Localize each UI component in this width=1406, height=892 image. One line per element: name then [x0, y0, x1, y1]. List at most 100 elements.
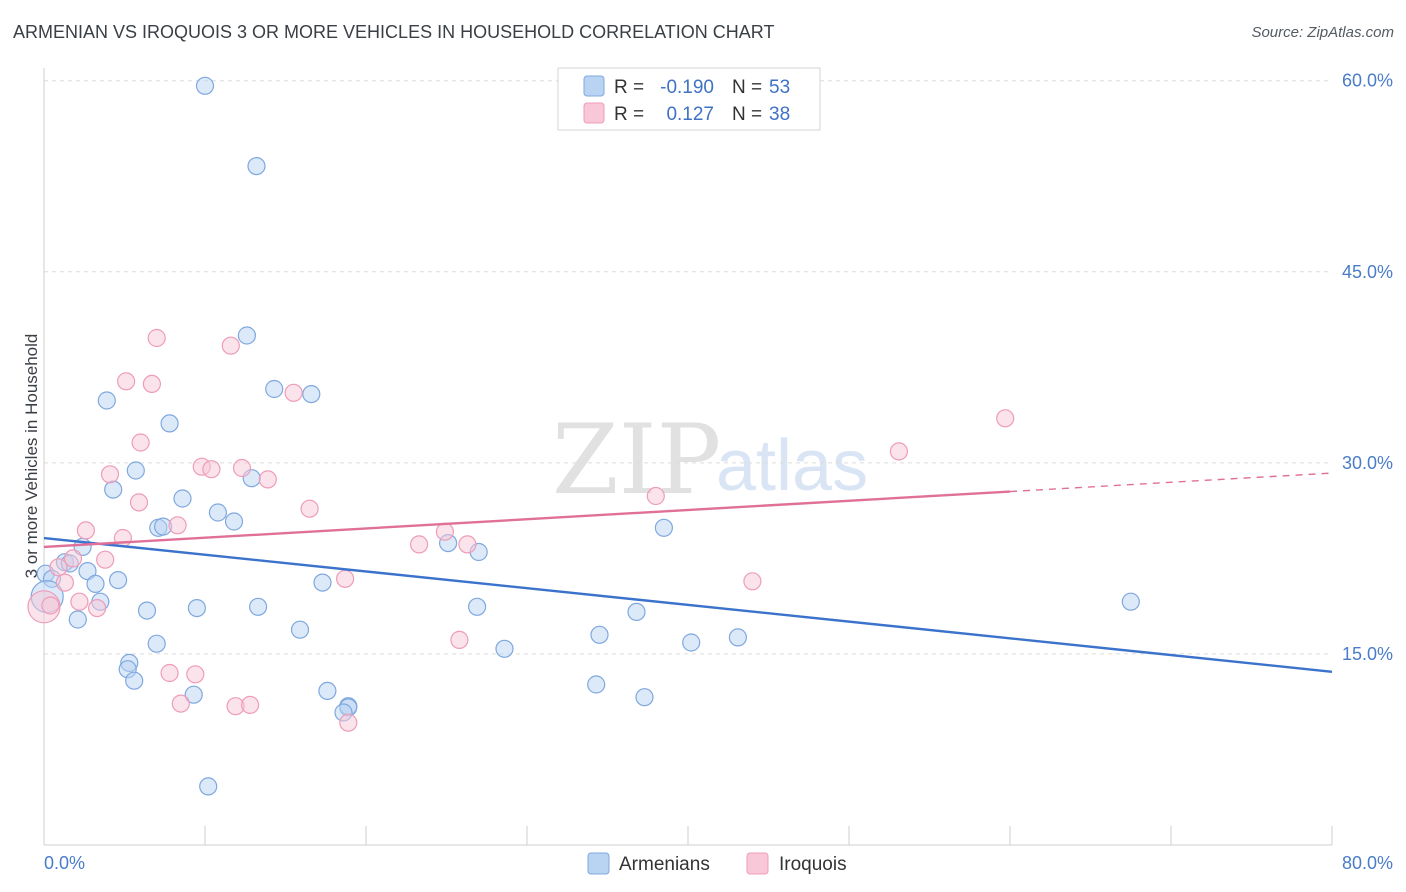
iroquois-point-33	[160, 663, 179, 683]
iroquois-point-23	[63, 549, 83, 568]
armenians-point-34	[1121, 592, 1140, 611]
armenians-point-5	[97, 391, 116, 410]
source-label: Source: ZipAtlas.com	[1251, 24, 1394, 41]
iroquois-point-16	[168, 516, 187, 535]
iroquois-point-32	[450, 630, 469, 650]
y-tick-label-0: 15.0%	[1342, 644, 1393, 664]
legend-r-label-armenians: R =	[614, 77, 644, 98]
iroquois-point-18	[435, 522, 454, 541]
armenians-point-35	[68, 610, 87, 629]
armenians-point-33	[627, 602, 646, 622]
armenians-point-1	[247, 157, 266, 176]
armenians-point-52	[199, 777, 218, 796]
trend-line-armenians	[43, 536, 1333, 673]
legend-box: R = -0.190 N = 53 R = 0.127 N = 38	[557, 67, 821, 131]
iroquois-point-14	[300, 499, 319, 518]
iroquois-point-17	[76, 521, 96, 540]
legend-r-value-iroquois: 0.127	[666, 104, 714, 125]
iroquois-point-38	[339, 713, 358, 732]
iroquois-point-31	[41, 596, 60, 615]
armenians-point-9	[104, 480, 123, 499]
iroquois-point-28	[70, 592, 89, 611]
iroquois-point-37	[241, 695, 260, 715]
legend-n-label-iroquois: N =	[732, 104, 762, 125]
y-tick-label-3: 60.0%	[1342, 71, 1393, 91]
armenians-point-40	[147, 634, 166, 653]
armenians-point-10	[173, 489, 192, 508]
x-tick-label-min: 0.0%	[44, 853, 85, 873]
legend-n-value-armenians: 53	[769, 77, 790, 98]
iroquois-point-35	[171, 694, 190, 713]
iroquois-point-29	[87, 598, 107, 618]
armenians-point-37	[590, 625, 609, 644]
watermark-zip: ZIP	[552, 404, 721, 516]
legend-swatch-iroquois	[583, 102, 605, 124]
armenians-point-47	[184, 685, 203, 704]
armenians-point-4	[302, 385, 321, 404]
armenians-point-38	[682, 633, 701, 652]
series-iroquois	[27, 328, 1015, 732]
armenians-point-30	[187, 598, 206, 618]
iroquois-point-1	[221, 336, 240, 355]
y-tick-labels: 15.0% 30.0% 45.0% 60.0%	[1342, 71, 1393, 664]
armenians-point-32	[468, 597, 487, 616]
iroquois-point-13	[129, 493, 149, 512]
bottom-legend-swatch-iroquois	[746, 852, 769, 875]
armenians-point-36	[290, 620, 310, 639]
armenians-point-6	[160, 414, 179, 433]
iroquois-point-4	[284, 383, 303, 402]
armenians-point-11	[208, 503, 227, 522]
armenians-point-12	[224, 512, 244, 531]
armenians-point-26	[313, 573, 332, 592]
iroquois-point-20	[410, 535, 429, 554]
armenians-point-31	[249, 597, 268, 616]
iroquois-point-24	[96, 550, 115, 569]
armenians-point-2	[237, 326, 256, 345]
armenians-point-48	[635, 688, 654, 707]
x-axis-ticks	[43, 826, 1333, 845]
iroquois-point-15	[646, 486, 665, 506]
legend-n-value-iroquois: 38	[769, 104, 790, 125]
watermark-atlas: atlas	[716, 426, 868, 506]
iroquois-point-2	[116, 372, 136, 391]
trend-line-iroquois-extension	[1009, 472, 1333, 493]
armenians-point-7	[126, 461, 145, 480]
series-armenians	[30, 76, 1140, 796]
iroquois-point-21	[458, 535, 477, 554]
armenians-point-44	[125, 671, 144, 690]
y-tick-label-2: 45.0%	[1342, 262, 1393, 282]
iroquois-point-27	[743, 572, 762, 591]
legend-n-label-armenians: N =	[732, 77, 762, 98]
armenians-point-45	[587, 675, 606, 694]
bottom-legend: Armenians Iroquois	[587, 852, 847, 875]
iroquois-point-34	[186, 665, 205, 684]
armenians-point-0	[195, 76, 215, 95]
trend-line-iroquois	[43, 490, 1011, 549]
armenians-point-46	[318, 681, 337, 701]
iroquois-point-5	[996, 409, 1015, 428]
armenians-point-24	[108, 570, 128, 590]
y-tick-label-1: 30.0%	[1342, 453, 1393, 473]
armenians-point-39	[728, 628, 748, 647]
iroquois-point-0	[147, 328, 166, 348]
trend-lines	[43, 472, 1333, 673]
grid-lines	[44, 80, 1332, 655]
iroquois-point-7	[889, 442, 909, 461]
iroquois-point-12	[258, 470, 277, 489]
bottom-legend-iroquois: Iroquois	[779, 854, 847, 875]
armenians-point-29	[137, 601, 157, 620]
bottom-legend-swatch-armenians	[587, 852, 610, 875]
iroquois-point-10	[232, 458, 252, 478]
x-tick-label-max: 80.0%	[1342, 853, 1393, 873]
bottom-legend-armenians: Armenians	[619, 854, 710, 875]
armenians-point-25	[86, 574, 105, 594]
iroquois-point-11	[100, 465, 120, 484]
legend-swatch-armenians	[583, 75, 605, 97]
armenians-point-15	[654, 518, 674, 537]
iroquois-point-6	[131, 433, 150, 452]
legend-r-value-armenians: -0.190	[660, 77, 714, 98]
iroquois-point-9	[202, 460, 221, 479]
y-axis-label: 3 or more Vehicles in Household	[22, 334, 41, 579]
iroquois-point-3	[142, 374, 161, 393]
